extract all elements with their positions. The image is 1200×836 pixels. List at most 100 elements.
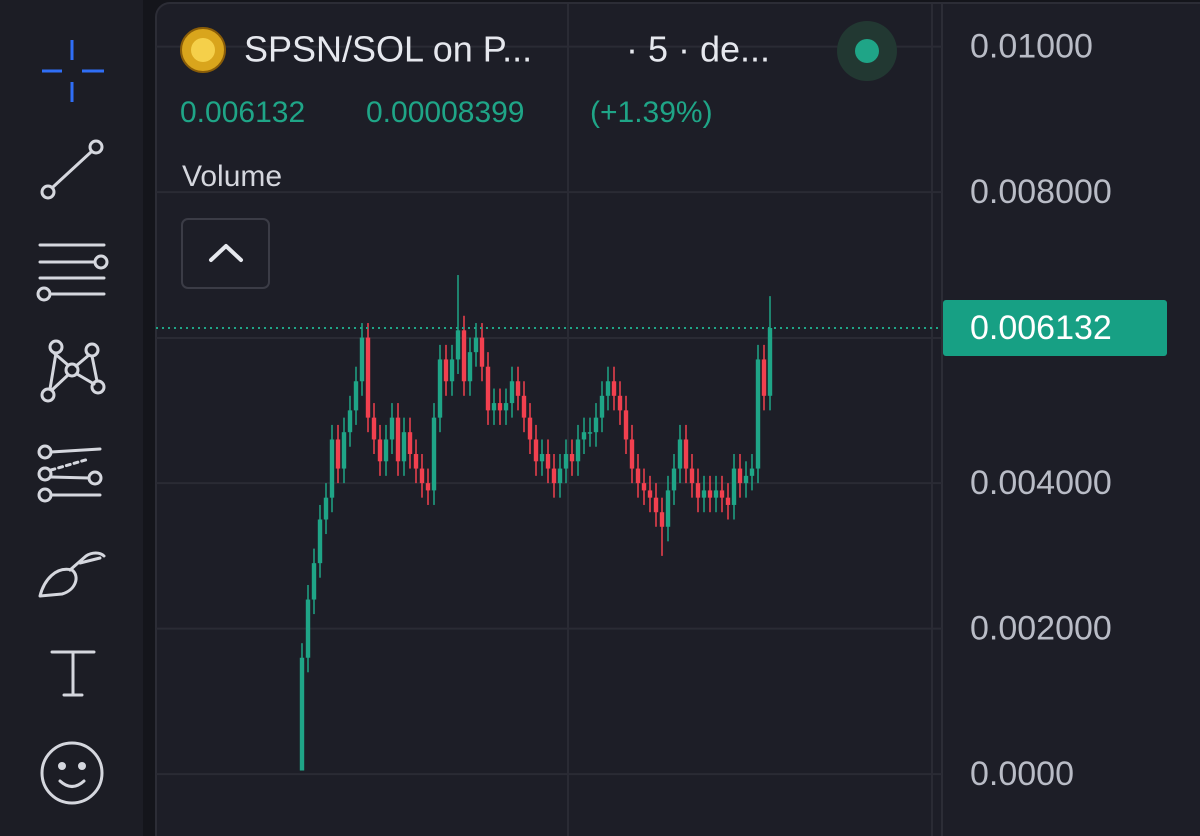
candle-body <box>731 468 737 505</box>
candle-body <box>521 395 527 418</box>
candle-body <box>665 490 671 527</box>
candle-body <box>299 657 305 771</box>
candle-body <box>629 439 635 469</box>
brush-tool[interactable] <box>38 551 106 598</box>
candle-body <box>671 468 677 491</box>
price-change-percent: (+1.39%) <box>590 96 713 129</box>
candle-body <box>539 454 545 462</box>
candle-body <box>593 417 599 433</box>
candle-body <box>485 366 491 411</box>
candle-body <box>329 439 335 498</box>
candle-body <box>479 337 485 367</box>
candle-body <box>599 395 605 418</box>
candle-body <box>563 454 569 469</box>
y-tick-label: 0.002000 <box>970 610 1112 648</box>
candle-body <box>305 599 311 658</box>
candle-body <box>431 417 437 491</box>
candle-body <box>323 497 329 520</box>
toolbar <box>0 0 143 836</box>
candle-body <box>605 381 611 396</box>
interval-label: · 5 · de... <box>626 29 770 70</box>
price-change: 0.00008399 <box>366 96 525 129</box>
candle-body <box>377 439 383 462</box>
text-tool[interactable] <box>50 650 96 697</box>
candle-body <box>317 519 323 564</box>
candle-body <box>383 439 389 462</box>
candle-body <box>557 468 563 484</box>
candle-body <box>473 337 479 353</box>
candle-body <box>503 403 509 411</box>
volume-study: Volume <box>182 160 282 193</box>
y-tick-label: 0.0000 <box>970 755 1074 793</box>
candle-body <box>761 359 767 396</box>
candle-body <box>587 432 593 434</box>
candle-body <box>581 432 587 440</box>
last-price: 0.006132 <box>180 96 305 129</box>
candle-body <box>341 432 347 469</box>
candle-body <box>365 337 371 418</box>
collapse-chevron <box>209 244 243 262</box>
candle-body <box>455 330 461 360</box>
candle-body <box>695 483 701 498</box>
emoji-tool[interactable] <box>40 741 104 805</box>
candle-body <box>575 439 581 462</box>
candle-body <box>509 381 515 404</box>
collapse-button[interactable] <box>181 218 270 289</box>
candle-body <box>545 454 551 469</box>
candle-body <box>419 468 425 484</box>
candle-body <box>767 327 773 396</box>
candle-body <box>311 563 317 600</box>
candle-body <box>401 432 407 462</box>
price-axis: 0.01000 0.008000 0.004000 0.002000 0.0000 0.0… <box>943 28 1167 793</box>
candle-body <box>425 483 431 491</box>
candle-body <box>677 439 683 469</box>
candle-body <box>689 468 695 484</box>
candle-body <box>437 359 443 418</box>
candle-body <box>347 410 353 433</box>
y-tick-label: 0.008000 <box>970 173 1112 211</box>
candle-body <box>389 417 395 440</box>
candle-body <box>491 403 497 411</box>
candle-body <box>461 330 467 382</box>
grid <box>156 45 942 776</box>
candles <box>156 275 942 771</box>
candle-body <box>641 483 647 491</box>
candle-body <box>659 512 665 527</box>
candle-body <box>497 403 503 411</box>
trendline-tool[interactable] <box>40 139 104 200</box>
y-tick-label: 0.004000 <box>970 464 1112 502</box>
candle-body <box>407 432 413 455</box>
candle-body <box>443 359 449 382</box>
coin-icon-center <box>191 38 215 62</box>
toolbar-panel <box>0 0 143 836</box>
candle-body <box>335 439 341 469</box>
candle-body <box>743 475 749 484</box>
candle-body <box>617 395 623 411</box>
candle-body <box>653 497 659 513</box>
candle-body <box>707 490 713 498</box>
crosshair-tool[interactable] <box>42 40 104 102</box>
candle-body <box>611 381 617 396</box>
candle-body <box>551 468 557 484</box>
candle-body <box>569 454 575 462</box>
candle-body <box>719 490 725 498</box>
last-price-box <box>943 299 1167 356</box>
candle-body <box>713 490 719 498</box>
candle-body <box>683 439 689 469</box>
y-tick-label: 0.01000 <box>970 28 1093 66</box>
candle-body <box>737 468 743 484</box>
projection-tool[interactable] <box>37 444 103 503</box>
pattern-tool[interactable] <box>40 339 106 403</box>
fib-tool[interactable] <box>36 243 109 302</box>
candle-body <box>413 454 419 469</box>
candle-body <box>623 410 629 440</box>
candle-body <box>467 352 473 382</box>
candle-body <box>449 359 455 382</box>
chart-title: SPSN/SOL on P... <box>244 29 532 70</box>
candle-body <box>647 490 653 498</box>
status-dot <box>855 39 879 63</box>
candle-body <box>527 417 533 440</box>
header: SPSN/SOL on P... · 5 · de... 0.006132 0.… <box>180 21 897 289</box>
candle-body <box>701 490 707 498</box>
